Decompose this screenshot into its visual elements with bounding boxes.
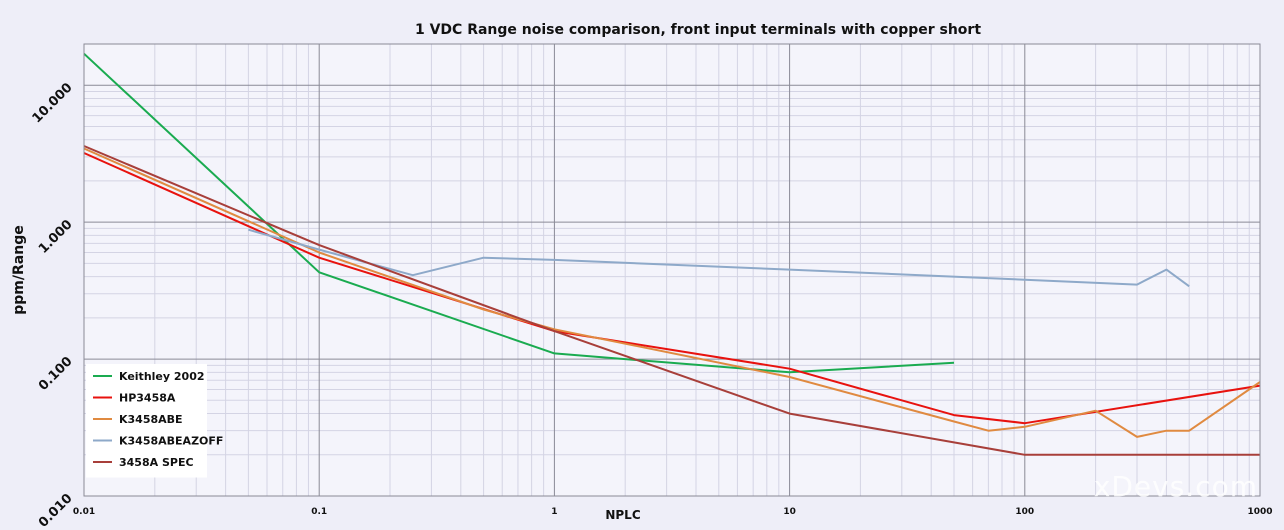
x-tick-label: 100	[1015, 507, 1034, 517]
grid-layer	[83, 44, 1261, 497]
series-line-3458a-spec	[83, 145, 1260, 456]
x-tick-label: 0.01	[73, 507, 95, 517]
legend-box	[86, 364, 207, 478]
legend-label: Keithley 2002	[119, 370, 205, 383]
x-tick-label: 10	[783, 507, 796, 517]
watermark-text: xDevs.com	[1094, 470, 1258, 503]
x-tick-label: 1000	[1247, 507, 1272, 517]
chart-title: 1 VDC Range noise comparison, front inpu…	[415, 22, 981, 38]
y-tick-label: 0.010	[36, 491, 76, 530]
y-tick-label: 1.000	[36, 217, 76, 257]
y-tick-label: 0.100	[36, 354, 76, 394]
series-line-hp3458a	[83, 152, 1261, 425]
x-axis-label: NPLC	[605, 508, 640, 522]
series-layer	[83, 52, 1261, 456]
x-tick-label: 1	[551, 507, 557, 517]
plot-area	[84, 44, 1260, 496]
y-axis-label: ppm/Range	[11, 225, 27, 314]
legend: Keithley 2002 HP3458A K3458ABE K3458ABEAZOF…	[86, 364, 223, 478]
series-line-keithley-2002	[83, 52, 955, 374]
legend-label: K3458ABEAZOFF	[119, 435, 223, 448]
legend-label: K3458ABE	[119, 413, 183, 426]
x-tick-label: 0.1	[311, 507, 327, 517]
series-line-k3458abe	[83, 147, 1261, 438]
legend-label: HP3458A	[119, 392, 176, 405]
y-tick-label: 10.000	[30, 80, 76, 126]
legend-label: 3458A SPEC	[119, 456, 194, 469]
plot-border	[83, 43, 1261, 497]
